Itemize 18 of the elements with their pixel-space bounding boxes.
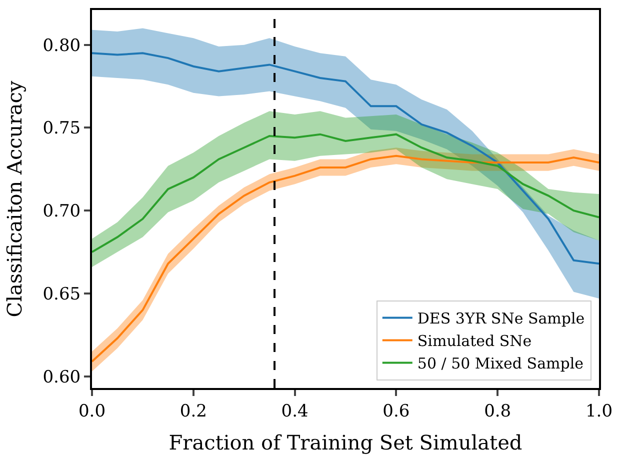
x-axis-title: Fraction of Training Set Simulated [168, 430, 522, 454]
y-tick-label: 0.70 [42, 202, 81, 222]
y-tick-label: 0.60 [42, 367, 81, 388]
line-series [92, 133, 599, 254]
y-tick-label: 0.65 [42, 284, 81, 304]
y-tick-label: 0.75 [42, 118, 81, 139]
legend-label: 50 / 50 Mixed Sample [417, 354, 584, 373]
legend-label: DES 3YR SNe Sample [417, 310, 585, 328]
x-tick-label: 1.0 [585, 401, 613, 422]
y-axis-title: Classificaiton Accuracy [2, 80, 27, 318]
x-tick-label: 0.0 [78, 401, 106, 422]
x-tick-label: 0.6 [382, 401, 410, 422]
legend-label: Simulated SNe [417, 332, 532, 350]
x-tick-label: 0.2 [180, 401, 207, 422]
line-series [92, 52, 599, 265]
x-tick-label: 0.4 [281, 401, 308, 422]
x-tick-label: 0.8 [484, 401, 512, 422]
y-tick-label: 0.80 [42, 36, 81, 56]
